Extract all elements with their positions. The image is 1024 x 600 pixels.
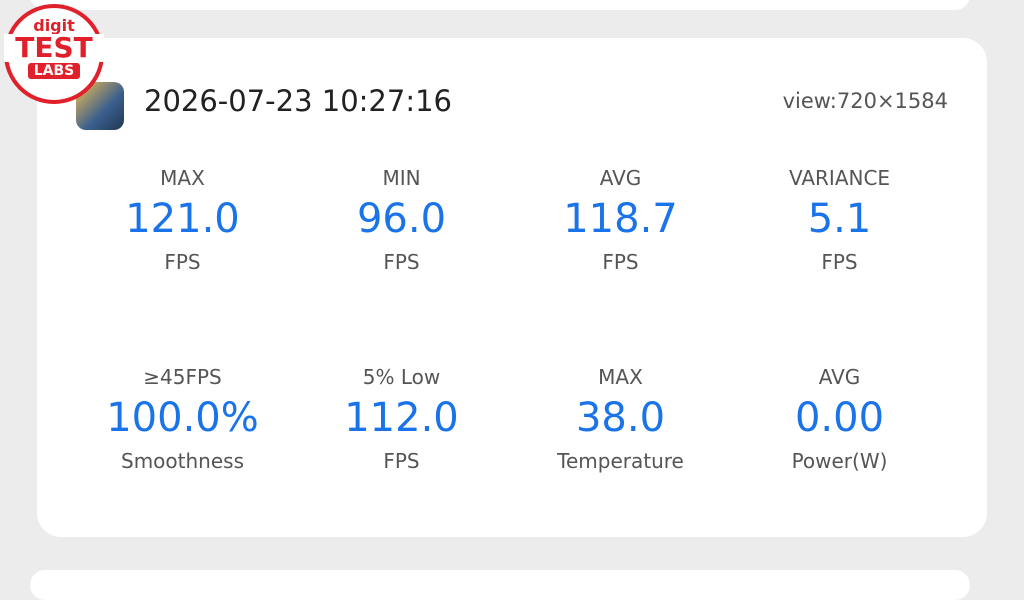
- stat-label: ≥45FPS: [143, 365, 222, 389]
- logo-text: LABS: [28, 63, 80, 79]
- stat: MIN 96.0 FPS: [292, 166, 511, 274]
- stat: ≥45FPS 100.0% Smoothness: [73, 365, 292, 473]
- view-size: view:720×1584: [782, 89, 948, 113]
- stat-value: 112.0: [344, 395, 459, 441]
- logo: digit TEST LABS: [4, 4, 104, 104]
- page: 2026-07-23 10:27:16 view:720×1584 MAX 121…: [4, 0, 987, 600]
- stat: AVG 0.00 Power(W): [730, 365, 949, 473]
- logo-text: digit: [33, 16, 75, 35]
- stat-label: 5% Low: [362, 365, 441, 389]
- stat-label: MIN: [382, 166, 421, 190]
- next-card: [30, 570, 970, 600]
- stat-unit: FPS: [383, 449, 420, 473]
- stat-unit: Power(W): [791, 449, 888, 473]
- stat-unit: FPS: [821, 250, 858, 274]
- stat: VARIANCE 5.1 FPS: [730, 166, 949, 274]
- stat-label: AVG: [599, 166, 642, 190]
- stat-value: 118.7: [563, 196, 678, 242]
- stat-label: MAX: [160, 166, 205, 190]
- stat-label: MAX: [598, 365, 643, 389]
- stat: MAX 38.0 Temperature: [511, 365, 730, 473]
- timestamp: 2026-07-23 10:27:16: [144, 84, 452, 118]
- stat-value: 121.0: [125, 196, 240, 242]
- stat-unit: Temperature: [557, 449, 684, 473]
- stat-value: 96.0: [356, 196, 447, 242]
- stat-value: 38.0: [575, 395, 666, 441]
- stat-value: 100.0%: [106, 395, 259, 441]
- result-card: [37, 38, 987, 537]
- previous-card: [30, 0, 970, 10]
- stat-value: 0.00: [794, 395, 885, 441]
- stat: AVG 118.7 FPS: [511, 166, 730, 274]
- stat-value: 5.1: [807, 196, 872, 242]
- stat-unit: FPS: [164, 250, 201, 274]
- stat-label: AVG: [818, 365, 861, 389]
- stat-unit: FPS: [383, 250, 420, 274]
- stat-label: VARIANCE: [788, 166, 891, 190]
- stat-unit: FPS: [602, 250, 639, 274]
- stat: MAX 121.0 FPS: [73, 166, 292, 274]
- stat-unit: Smoothness: [121, 449, 244, 473]
- logo-text: TEST: [4, 34, 104, 62]
- stat: 5% Low 112.0 FPS: [292, 365, 511, 473]
